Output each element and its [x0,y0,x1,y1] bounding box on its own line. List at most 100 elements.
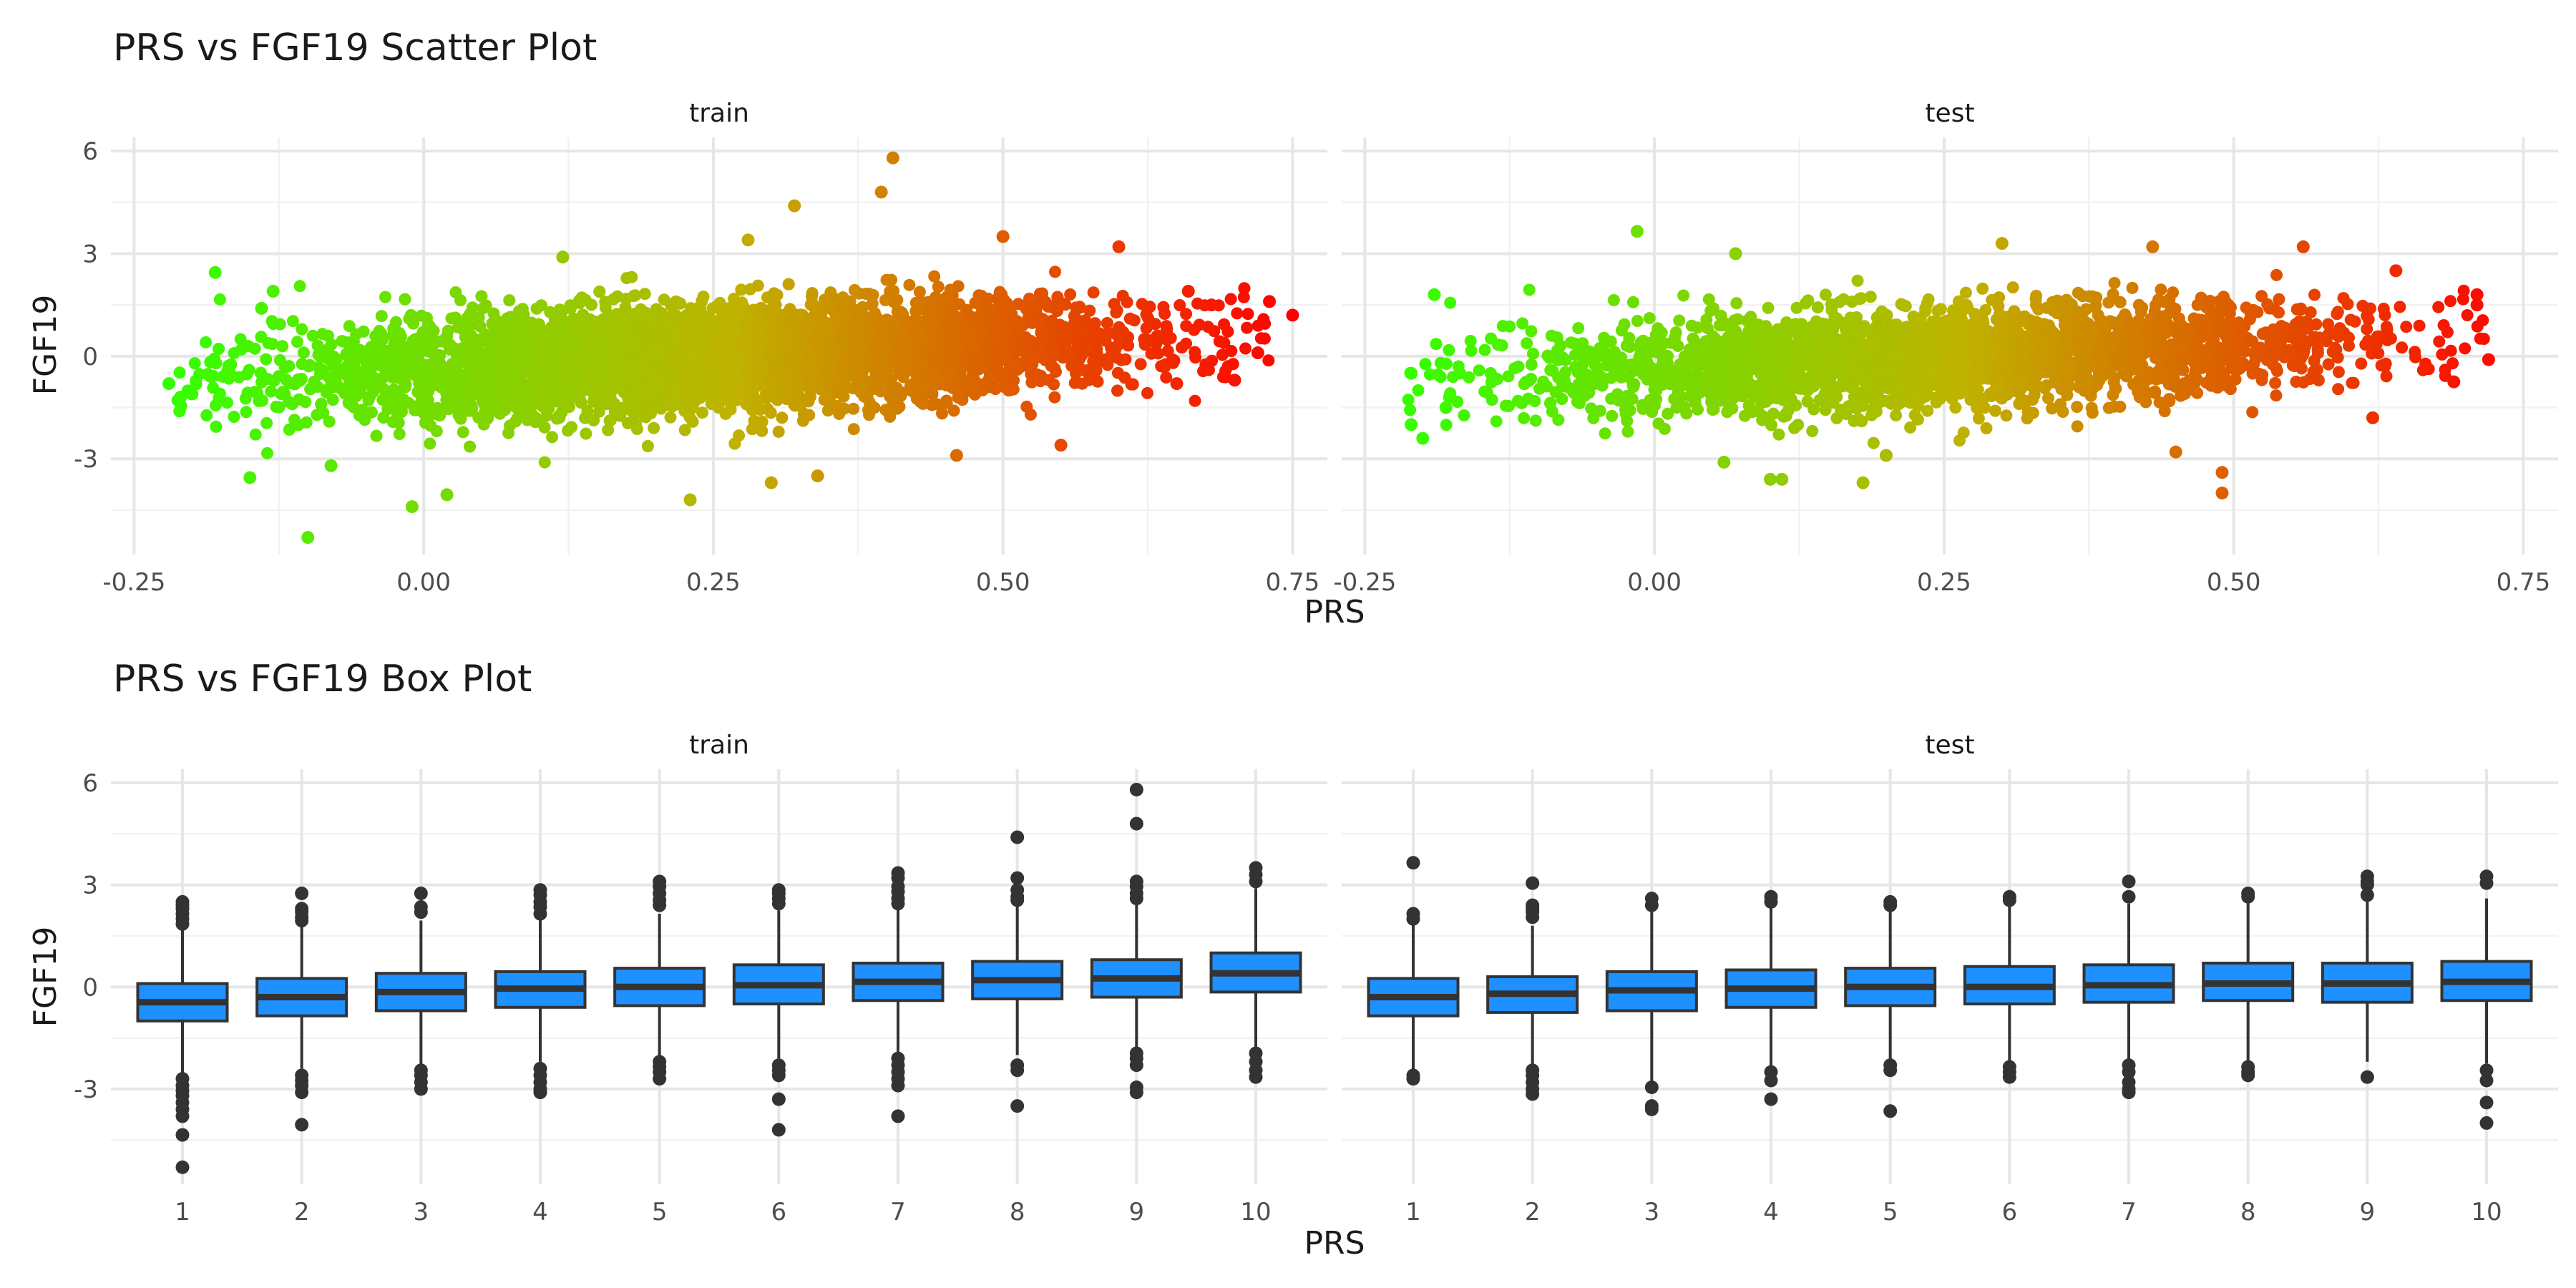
scatter-outlier-point [874,185,888,199]
scatter-point [464,319,477,332]
scatter-point [658,370,671,383]
scatter-point [728,437,741,450]
scatter-point [982,292,995,305]
scatter-point [1161,333,1174,346]
scatter-point [748,414,761,427]
scatter-point [509,334,522,347]
scatter-point [317,406,330,419]
scatter-point [634,321,647,334]
scatter-point [353,344,366,356]
scatter-point [415,345,428,358]
scatter-point [735,283,748,296]
scatter-point [854,323,867,336]
scatter-point [383,389,396,401]
scatter-title: PRS vs FGF19 Scatter Plot [113,26,597,69]
scatter-point [228,411,240,423]
scatter-point [377,411,390,424]
scatter-point [847,342,860,355]
scatter-point [530,397,543,410]
scatter-point [766,324,779,337]
scatter-point [682,376,695,389]
scatter-point [1025,302,1038,315]
scatter-outlier-point [1054,439,1068,452]
scatter-point [502,323,515,336]
scatter-point [550,412,563,425]
scatter-point [593,286,606,298]
scatter-point [872,314,884,327]
scatter-point [1022,311,1035,324]
scatter-point [932,280,945,293]
scatter-point [927,297,940,309]
scatter-outlier-point [683,493,697,507]
scatter-point [412,355,425,368]
scatter-point [927,374,940,386]
scatter-point [818,394,831,406]
scatter-point [449,286,462,298]
scatter-point [485,378,498,391]
scatter-outlier-point [255,301,268,315]
scatter-outlier-point [741,233,755,247]
scatter-point [696,295,708,308]
scatter-outlier-point [301,531,315,545]
scatter-point [782,278,795,291]
scatter-point [677,348,690,361]
scatter-point [879,294,892,306]
scatter-point [279,361,291,374]
scatter-points [1402,225,2495,499]
scatter-point [686,415,699,428]
scatter-point [276,340,289,353]
scatter-point [706,356,718,369]
scatter-outlier-point [764,476,778,489]
scatter-point [755,302,767,314]
scatter-point [535,299,547,312]
scatter-point [213,293,226,306]
scatter-point [323,415,336,428]
scatter-point [1091,347,1103,360]
scatter-point [1126,378,1139,391]
scatter-point [857,301,869,313]
scatter-point [293,280,306,293]
scatter-point [283,423,296,436]
scatter-point [511,381,524,394]
scatter-point [494,407,507,420]
scatter-outlier-point [1181,285,1195,298]
scatter-point [248,342,261,355]
scatter-point [2042,392,2054,404]
scatter-point [466,342,479,355]
scatter-point [256,394,269,407]
scatter-point [261,447,273,459]
scatter-point [1189,351,1202,364]
scatter-point [565,421,578,434]
x-tick-label: -0.25 [1333,568,1396,597]
scatter-point [416,395,429,408]
scatter-point [602,424,615,436]
scatter-point [585,298,598,311]
scatter-point [879,404,892,416]
scatter-outlier-point [950,449,963,462]
scatter-point [262,337,275,349]
scatter-point [364,391,376,403]
scatter-point [466,301,479,314]
scatter-point [867,288,879,301]
scatter-point [776,329,789,342]
scatter-point [1090,364,1103,377]
scatter-point [1024,334,1037,347]
scatter-point [188,357,201,370]
scatter-point [498,373,511,386]
scatter-outlier-point [886,151,899,165]
scatter-point [1176,341,1188,354]
scatter-point [1091,375,1104,388]
scatter-point [348,336,360,348]
scatter-point [233,371,245,384]
scatter-point [320,386,333,399]
scatter-point [434,409,447,421]
scatter-point [1180,308,1193,321]
scatter-point [838,381,851,394]
scatter-point [1160,371,1173,384]
scatter-point [891,293,904,306]
scatter-outlier-point [788,199,801,213]
scatter-point [298,346,310,359]
scatter-point [600,360,613,373]
scatter-point [1151,347,1164,360]
scatter-point [1218,318,1231,331]
